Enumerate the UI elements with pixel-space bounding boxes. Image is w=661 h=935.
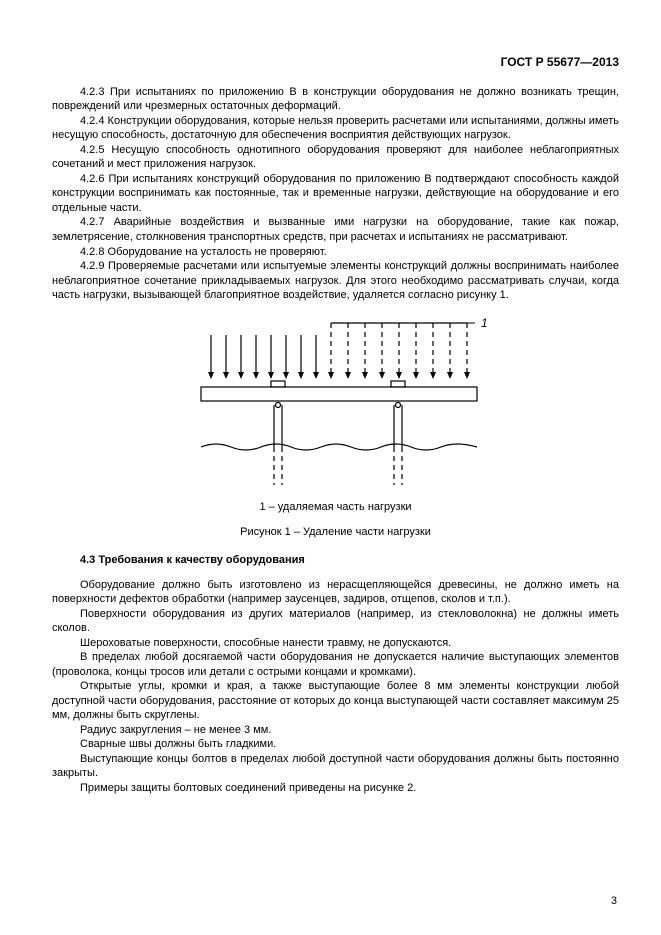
figure-1-legend: 1 – удаляемая часть нагрузки	[52, 500, 619, 515]
section-4-3-title: 4.3 Требования к качеству оборудования	[52, 553, 619, 568]
clause-4-2-7: 4.2.7 Аварийные воздействия и вызванные …	[52, 215, 619, 244]
figure-1-svg: 1	[181, 315, 491, 490]
clause-4-2-8: 4.2.8 Оборудование на усталость не прове…	[52, 245, 619, 260]
figure-1: 1	[52, 315, 619, 495]
body-p8: Выступающие концы болтов в пределах любо…	[52, 752, 619, 781]
figure-1-title: Рисунок 1 – Удаление части нагрузки	[52, 525, 619, 540]
body-p1: Оборудование должно быть изготовлено из …	[52, 578, 619, 607]
clause-4-2-6: 4.2.6 При испытаниях конструкций оборудо…	[52, 172, 619, 216]
body-p5: Открытые углы, кромки и края, а также вы…	[52, 679, 619, 723]
document-code-header: ГОСТ Р 55677—2013	[52, 55, 619, 71]
body-p9: Примеры защиты болтовых соединений приве…	[52, 781, 619, 796]
clause-4-2-9: 4.2.9 Проверяемые расчетами или испытуем…	[52, 259, 619, 303]
figure-1-marker-label: 1	[481, 316, 488, 330]
clause-4-2-4: 4.2.4 Конструкции оборудования, которые …	[52, 114, 619, 143]
clause-4-2-5: 4.2.5 Несущую способность однотипного об…	[52, 143, 619, 172]
body-p2: Поверхности оборудования из других матер…	[52, 607, 619, 636]
page: ГОСТ Р 55677—2013 4.2.3 При испытаниях п…	[0, 0, 661, 935]
clause-4-2-3: 4.2.3 При испытаниях по приложению В в к…	[52, 85, 619, 114]
body-p4: В пределах любой досягаемой части оборуд…	[52, 650, 619, 679]
body-p3: Шероховатые поверхности, способные нанес…	[52, 636, 619, 651]
page-number: 3	[611, 894, 617, 909]
body-p6: Радиус закругления – не менее 3 мм.	[52, 723, 619, 738]
body-p7: Сварные швы должны быть гладкими.	[52, 737, 619, 752]
